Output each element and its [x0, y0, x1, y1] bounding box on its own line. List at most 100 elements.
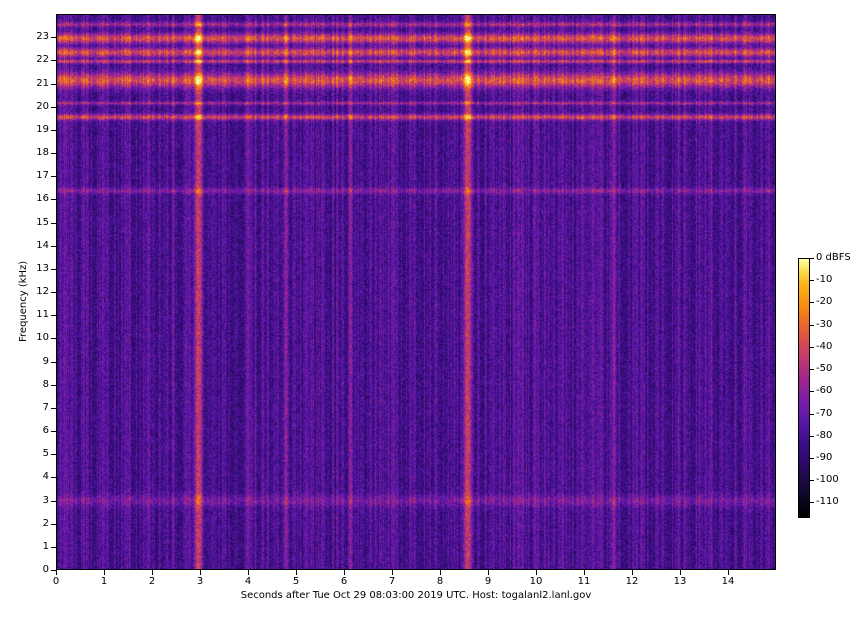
x-tick-label: 5 [288, 576, 304, 587]
y-tick-label: 18 [36, 147, 49, 158]
y-tick-label: 4 [43, 471, 49, 482]
x-tick [440, 570, 441, 575]
y-tick [51, 501, 56, 502]
x-tick [488, 570, 489, 575]
colorbar-tick [810, 302, 814, 303]
x-tick-label: 11 [576, 576, 592, 587]
x-tick-label: 0 [48, 576, 64, 587]
y-tick [51, 431, 56, 432]
colorbar-tick [810, 391, 814, 392]
colorbar-tick-label: -30 [816, 319, 832, 330]
y-tick [51, 153, 56, 154]
x-tick [344, 570, 345, 575]
x-tick-label: 13 [672, 576, 688, 587]
x-tick [536, 570, 537, 575]
x-tick [248, 570, 249, 575]
x-tick-label: 9 [480, 576, 496, 587]
y-tick [51, 199, 56, 200]
colorbar-tick-label: -90 [816, 452, 832, 463]
colorbar-tick [810, 325, 814, 326]
x-tick [56, 570, 57, 575]
y-tick [51, 130, 56, 131]
x-tick-label: 6 [336, 576, 352, 587]
colorbar-tick-label: -60 [816, 385, 832, 396]
y-tick-label: 9 [43, 356, 49, 367]
y-tick-label: 5 [43, 448, 49, 459]
colorbar-tick [810, 502, 814, 503]
colorbar-tick [810, 369, 814, 370]
y-tick-label: 12 [36, 286, 49, 297]
x-tick-label: 1 [96, 576, 112, 587]
colorbar-tick [810, 280, 814, 281]
x-tick [152, 570, 153, 575]
y-tick-label: 1 [43, 541, 49, 552]
colorbar-tick-label: -80 [816, 430, 832, 441]
x-tick-label: 7 [384, 576, 400, 587]
y-tick-label: 15 [36, 217, 49, 228]
y-tick-label: 19 [36, 124, 49, 135]
colorbar-tick-label: -100 [816, 474, 839, 485]
y-tick-label: 3 [43, 495, 49, 506]
y-tick [51, 570, 56, 571]
y-tick-label: 17 [36, 170, 49, 181]
colorbar [798, 258, 810, 518]
y-tick-label: 23 [36, 31, 49, 42]
spectrogram-figure: 01234567891011121314 0123456789101112131… [0, 0, 860, 621]
y-tick-label: 6 [43, 425, 49, 436]
x-tick-label: 3 [192, 576, 208, 587]
y-tick [51, 223, 56, 224]
y-tick-label: 16 [36, 193, 49, 204]
colorbar-tick-label: -70 [816, 408, 832, 419]
y-tick [51, 477, 56, 478]
y-tick-label: 0 [43, 564, 49, 575]
y-tick [51, 246, 56, 247]
x-tick-label: 14 [720, 576, 736, 587]
x-tick-label: 8 [432, 576, 448, 587]
y-tick-label: 7 [43, 402, 49, 413]
x-tick [728, 570, 729, 575]
y-tick [51, 338, 56, 339]
y-tick-label: 14 [36, 240, 49, 251]
y-tick [51, 524, 56, 525]
x-tick-label: 2 [144, 576, 160, 587]
x-tick [392, 570, 393, 575]
x-tick [104, 570, 105, 575]
colorbar-tick [810, 414, 814, 415]
x-tick [584, 570, 585, 575]
y-tick [51, 107, 56, 108]
y-tick-label: 10 [36, 332, 49, 343]
colorbar-tick [810, 258, 814, 259]
colorbar-tick-label: -10 [816, 274, 832, 285]
y-tick [51, 292, 56, 293]
y-axis-label: Frequency (kHz) [18, 261, 29, 342]
colorbar-tick-label: 0 dBFS [816, 252, 851, 263]
y-tick [51, 176, 56, 177]
y-tick [51, 547, 56, 548]
y-tick [51, 37, 56, 38]
colorbar-tick-label: -110 [816, 496, 839, 507]
y-tick-label: 13 [36, 263, 49, 274]
y-tick-label: 11 [36, 309, 49, 320]
x-axis-label: Seconds after Tue Oct 29 08:03:00 2019 U… [206, 590, 626, 601]
y-tick [51, 60, 56, 61]
y-tick [51, 84, 56, 85]
colorbar-tick-label: -40 [816, 341, 832, 352]
x-tick [200, 570, 201, 575]
y-tick [51, 408, 56, 409]
y-tick [51, 269, 56, 270]
colorbar-tick [810, 436, 814, 437]
x-tick-label: 10 [528, 576, 544, 587]
y-tick [51, 385, 56, 386]
y-tick-label: 2 [43, 518, 49, 529]
colorbar-tick [810, 458, 814, 459]
x-tick-label: 4 [240, 576, 256, 587]
y-tick [51, 362, 56, 363]
y-tick-label: 21 [36, 78, 49, 89]
x-tick-label: 12 [624, 576, 640, 587]
colorbar-tick [810, 480, 814, 481]
y-tick-label: 8 [43, 379, 49, 390]
x-tick [680, 570, 681, 575]
spectrogram-plot-area [56, 14, 776, 570]
y-tick-label: 22 [36, 54, 49, 65]
y-tick [51, 315, 56, 316]
